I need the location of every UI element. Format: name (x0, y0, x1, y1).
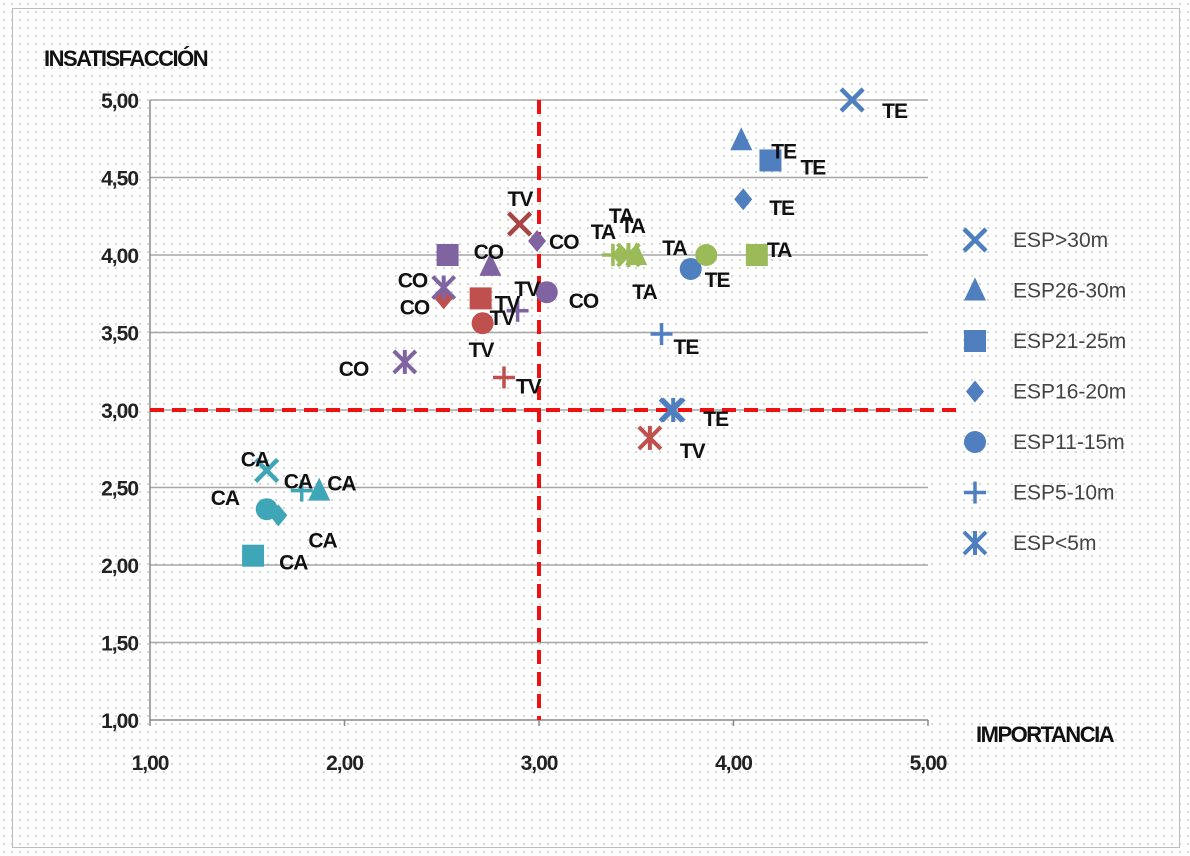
point-label: TV (680, 440, 706, 463)
data-point (650, 323, 673, 346)
legend-entry: ESP26-30m (1013, 280, 1126, 303)
y-tick-label: 5,00 (101, 90, 138, 113)
point-label: CO (400, 296, 430, 319)
chart-frame (12, 8, 1180, 848)
data-point (759, 149, 782, 172)
point-label: TE (800, 156, 826, 179)
point-label: TV (508, 188, 534, 211)
point-label: TA (591, 221, 616, 244)
legend-entry: ESP>30m (1013, 229, 1108, 252)
data-point (392, 349, 418, 375)
x-tick-label: 2,00 (326, 752, 363, 775)
data-points (242, 87, 865, 567)
point-label: CA (279, 552, 308, 575)
point-label: CO (569, 290, 599, 313)
point-label: TA (662, 237, 687, 260)
data-point (506, 211, 533, 237)
x-tick-label: 4,00 (715, 752, 752, 775)
legend-marker (962, 227, 988, 253)
point-label: TA (767, 239, 792, 262)
data-point (730, 127, 753, 151)
point-label: TV (490, 307, 516, 330)
point-label: TV (516, 375, 542, 398)
y-axis-title: INSATISFACCIÓN (44, 46, 208, 71)
point-label: CA (327, 473, 356, 496)
tick-labels: 5,00 4,50 4,00 3,50 3,00 2,50 2,00 1,50 1,00 1,00… (101, 90, 948, 775)
point-label: TA (609, 205, 634, 228)
data-point (839, 87, 865, 113)
data-point (242, 544, 265, 567)
legend: ESP>30m ESP26-30m ESP21-25m ESP16-20m ESP11-… (962, 227, 1126, 556)
point-label: TV (514, 278, 540, 301)
y-tick-label: 1,00 (101, 710, 138, 733)
point-label: TE (769, 197, 795, 220)
legend-entry: ESP21-25m (1013, 330, 1126, 353)
data-point (308, 477, 331, 501)
point-label: TV (495, 292, 521, 315)
point-label: CA (211, 487, 240, 510)
data-point (436, 244, 459, 266)
data-point (601, 244, 624, 266)
point-label: TE (705, 269, 731, 292)
data-point (492, 366, 515, 389)
point-label: CA (308, 529, 337, 552)
data-point (254, 457, 280, 484)
legend-marker (964, 330, 986, 352)
legend-marker (962, 530, 988, 556)
legend-marker (966, 380, 984, 403)
data-point (469, 287, 492, 310)
data-point (660, 397, 686, 423)
y-tick-label: 3,50 (101, 323, 138, 346)
data-point (745, 244, 768, 266)
data-point (255, 498, 278, 521)
legend-entry: ESP16-20m (1013, 381, 1126, 404)
point-label: TA (620, 215, 645, 238)
legend-entry: ESP5-10m (1013, 482, 1115, 505)
point-label: CO (339, 358, 369, 381)
legend-marker (964, 277, 986, 301)
legend-marker (964, 481, 986, 504)
x-tick-label: 3,00 (521, 752, 558, 775)
point-label: TV (469, 339, 495, 362)
point-label: CA (241, 448, 270, 471)
data-point (734, 188, 753, 211)
y-tick-label: 2,00 (101, 555, 138, 578)
point-labels: TE TV TE CA TE TV TA CA TE CO TV TA CA TE CO CO TA CA TE CO… (211, 100, 909, 575)
y-tick-label: 1,50 (101, 633, 138, 656)
data-point (431, 275, 457, 300)
point-label: TE (703, 408, 729, 431)
data-point (695, 244, 718, 266)
point-label: CO (549, 231, 579, 254)
data-point (269, 504, 288, 527)
x-axis-title: IMPORTANCIA (976, 722, 1115, 747)
data-point (471, 312, 494, 335)
legend-marker (964, 431, 986, 453)
x-tick-label: 1,00 (132, 752, 169, 775)
data-point (290, 479, 313, 502)
legend-entry: ESP11-15m (1013, 431, 1125, 454)
data-point (679, 257, 702, 280)
point-label: TA (632, 281, 657, 304)
data-point (479, 252, 502, 276)
point-label: CO (398, 270, 428, 293)
y-tick-label: 3,00 (101, 400, 138, 423)
reference-lines (150, 100, 958, 720)
y-tick-label: 4,00 (101, 245, 138, 268)
point-label: CA (284, 471, 313, 494)
point-label: TE (771, 140, 797, 163)
x-tick-label: 5,00 (910, 752, 947, 775)
point-label: TE (674, 336, 700, 359)
data-point (506, 299, 529, 322)
y-tick-label: 2,50 (101, 478, 138, 501)
point-label: TE (882, 100, 908, 123)
legend-entry: ESP<5m (1013, 532, 1096, 555)
data-point (616, 242, 641, 268)
point-label: CO (474, 241, 504, 264)
data-point (637, 425, 663, 451)
y-tick-label: 4,50 (101, 168, 138, 191)
data-point (535, 281, 558, 304)
data-point (528, 230, 547, 253)
